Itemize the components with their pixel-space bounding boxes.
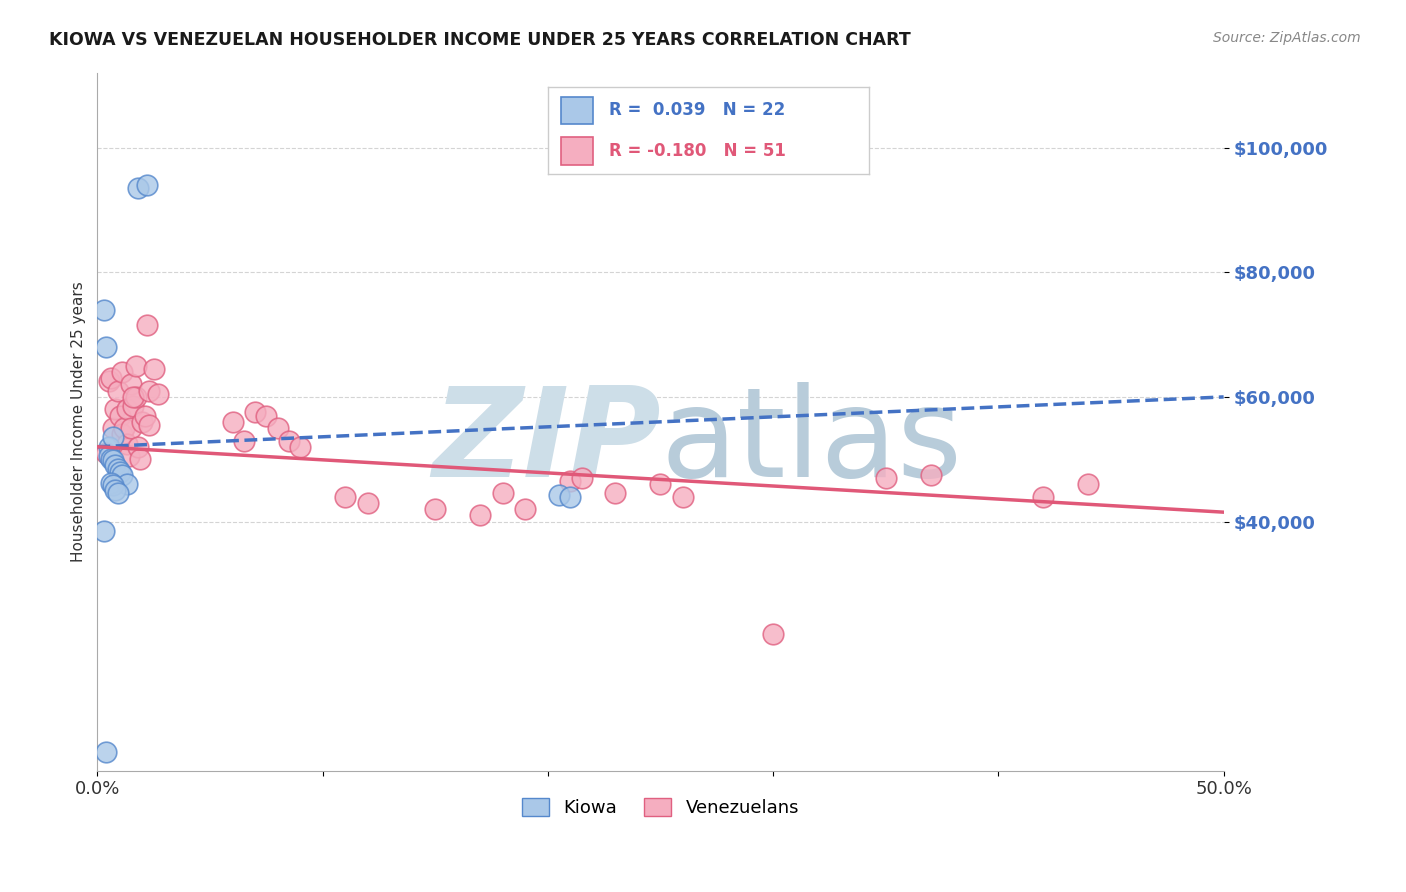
Point — [127, 181, 149, 195]
Text: atlas: atlas — [661, 383, 963, 503]
Point — [650, 477, 672, 491]
Point — [560, 474, 582, 488]
Point — [111, 467, 134, 482]
Point — [118, 449, 141, 463]
Point — [124, 359, 146, 373]
Point — [97, 375, 120, 389]
Point — [122, 399, 145, 413]
Text: KIOWA VS VENEZUELAN HOUSEHOLDER INCOME UNDER 25 YEARS CORRELATION CHART: KIOWA VS VENEZUELAN HOUSEHOLDER INCOME U… — [49, 31, 911, 49]
Point — [120, 421, 142, 435]
Point — [101, 478, 124, 492]
Point — [93, 524, 115, 538]
Point — [100, 452, 122, 467]
Point — [1077, 477, 1099, 491]
Point — [108, 409, 131, 423]
Point — [277, 434, 299, 448]
Text: ZIP: ZIP — [432, 383, 661, 503]
Point — [920, 467, 942, 482]
Point — [221, 415, 243, 429]
Point — [127, 440, 149, 454]
Point — [243, 405, 266, 419]
Point — [112, 421, 135, 435]
Point — [492, 486, 515, 500]
Point — [108, 465, 131, 479]
Point — [97, 449, 120, 463]
Point — [96, 340, 118, 354]
Point — [548, 488, 571, 502]
Point — [104, 483, 127, 498]
Point — [115, 477, 138, 491]
Point — [122, 390, 145, 404]
Point — [571, 471, 593, 485]
Point — [100, 371, 122, 385]
Point — [134, 409, 156, 423]
Point — [96, 446, 118, 460]
Point — [1032, 490, 1054, 504]
Point — [138, 384, 160, 398]
Point — [101, 421, 124, 435]
Point — [104, 402, 127, 417]
Point — [100, 475, 122, 490]
Point — [875, 471, 897, 485]
Point — [135, 318, 157, 333]
Point — [560, 490, 582, 504]
Point — [146, 386, 169, 401]
Point — [288, 440, 311, 454]
Point — [111, 365, 134, 379]
Point — [115, 402, 138, 417]
Point — [142, 362, 165, 376]
Point — [97, 440, 120, 454]
Point — [101, 430, 124, 444]
Point — [232, 434, 254, 448]
Point — [124, 390, 146, 404]
Point — [425, 502, 447, 516]
Point — [96, 745, 118, 759]
Point — [266, 421, 288, 435]
Point — [515, 502, 537, 516]
Point — [135, 178, 157, 193]
Point — [254, 409, 277, 423]
Point — [104, 458, 127, 473]
Point — [120, 377, 142, 392]
Point — [107, 384, 129, 398]
Point — [129, 452, 152, 467]
Point — [93, 302, 115, 317]
Point — [115, 436, 138, 450]
Point — [762, 626, 785, 640]
Point — [356, 496, 378, 510]
Point — [333, 490, 356, 504]
Y-axis label: Householder Income Under 25 years: Householder Income Under 25 years — [72, 282, 86, 562]
Point — [672, 490, 695, 504]
Text: Source: ZipAtlas.com: Source: ZipAtlas.com — [1213, 31, 1361, 45]
Point — [605, 486, 627, 500]
Legend: Kiowa, Venezuelans: Kiowa, Venezuelans — [515, 790, 807, 824]
Point — [470, 508, 492, 523]
Point — [131, 415, 153, 429]
Point — [101, 453, 124, 467]
Point — [107, 486, 129, 500]
Point — [111, 427, 134, 442]
Point — [107, 461, 129, 475]
Point — [138, 417, 160, 432]
